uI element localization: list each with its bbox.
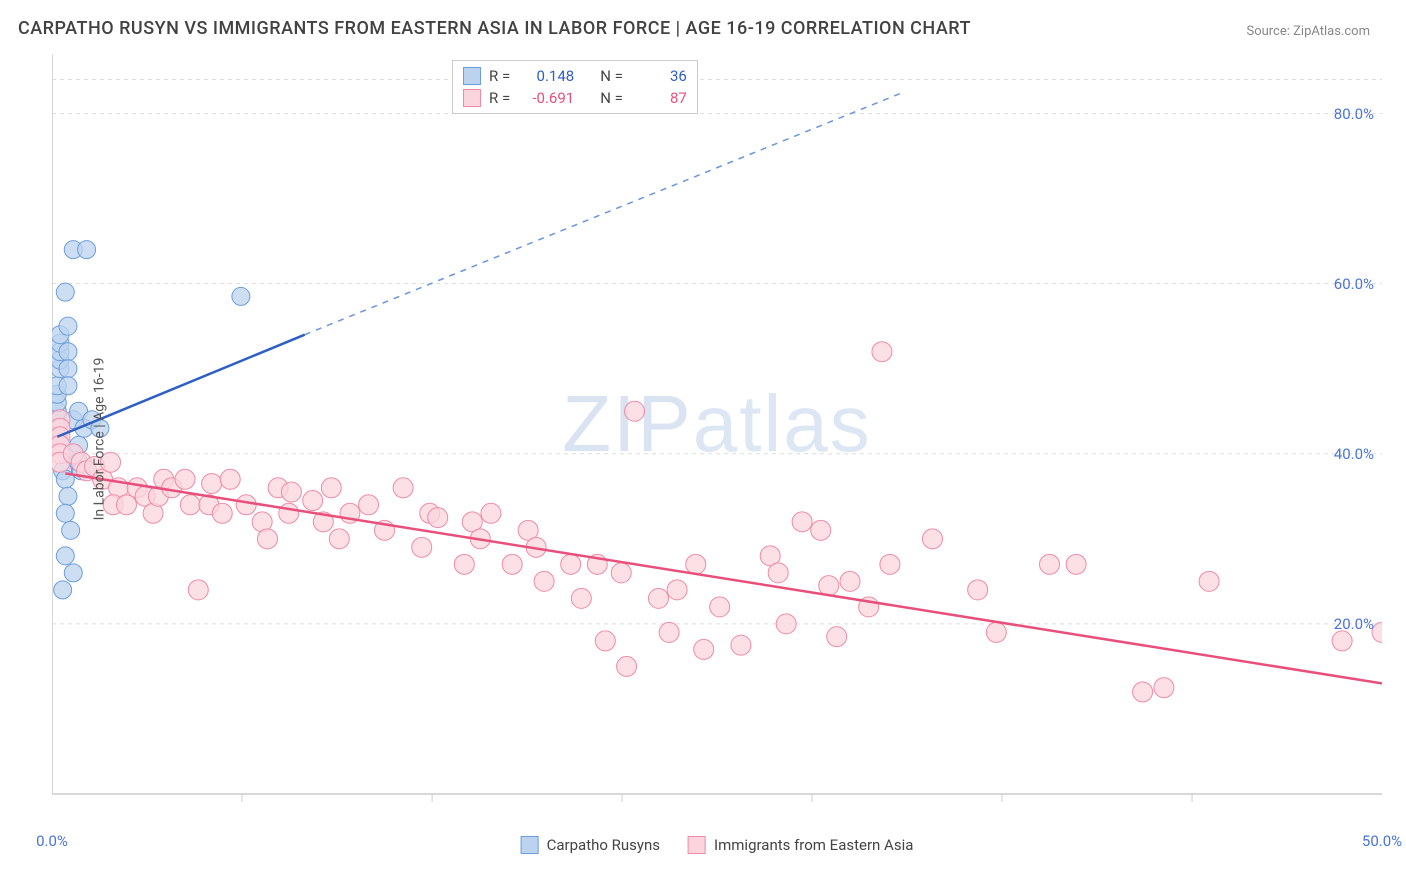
stat-n-label: N = xyxy=(600,89,623,107)
stat-r-label: R = xyxy=(489,67,510,85)
stat-r-label: R = xyxy=(489,89,510,107)
y-tick-label: 40.0% xyxy=(1334,445,1374,463)
stat-n-value: 36 xyxy=(631,67,687,85)
legend-label: Carpatho Rusyns xyxy=(547,836,660,854)
x-tick-label: 0.0% xyxy=(36,832,68,850)
stat-n-label: N = xyxy=(600,67,623,85)
chart-source: Source: ZipAtlas.com xyxy=(1246,24,1370,39)
y-axis-label: In Labor Force | Age 16-19 xyxy=(91,358,107,521)
legend-stats-box: R = 0.148 N = 36 R = -0.691 N = 87 xyxy=(452,60,698,114)
legend-swatch xyxy=(463,89,481,107)
legend-swatch xyxy=(463,67,481,85)
bottom-legend-item: Carpatho Rusyns xyxy=(521,836,660,854)
y-tick-label: 60.0% xyxy=(1334,275,1374,293)
chart-area: ZIPatlas In Labor Force | Age 16-19 R =0… xyxy=(52,54,1382,824)
y-tick-label: 20.0% xyxy=(1334,615,1374,633)
legend-stats-row: R = 0.148 N = 36 xyxy=(463,65,687,87)
stat-r-value: -0.691 xyxy=(518,89,574,107)
chart-header: CARPATHO RUSYN VS IMMIGRANTS FROM EASTER… xyxy=(0,0,1406,45)
bottom-legend-item: Immigrants from Eastern Asia xyxy=(688,836,913,854)
legend-swatch xyxy=(521,836,539,854)
legend-stats-row: R = -0.691 N = 87 xyxy=(463,87,687,109)
bottom-legend: Carpatho Rusyns Immigrants from Eastern A… xyxy=(521,836,914,854)
scatter-plot xyxy=(52,54,1382,824)
y-tick-label: 80.0% xyxy=(1334,105,1374,123)
chart-title: CARPATHO RUSYN VS IMMIGRANTS FROM EASTER… xyxy=(18,18,971,39)
x-tick-label: 50.0% xyxy=(1362,832,1402,850)
legend-label: Immigrants from Eastern Asia xyxy=(714,836,913,854)
legend-swatch xyxy=(688,836,706,854)
stat-r-value: 0.148 xyxy=(518,67,574,85)
stat-n-value: 87 xyxy=(631,89,687,107)
